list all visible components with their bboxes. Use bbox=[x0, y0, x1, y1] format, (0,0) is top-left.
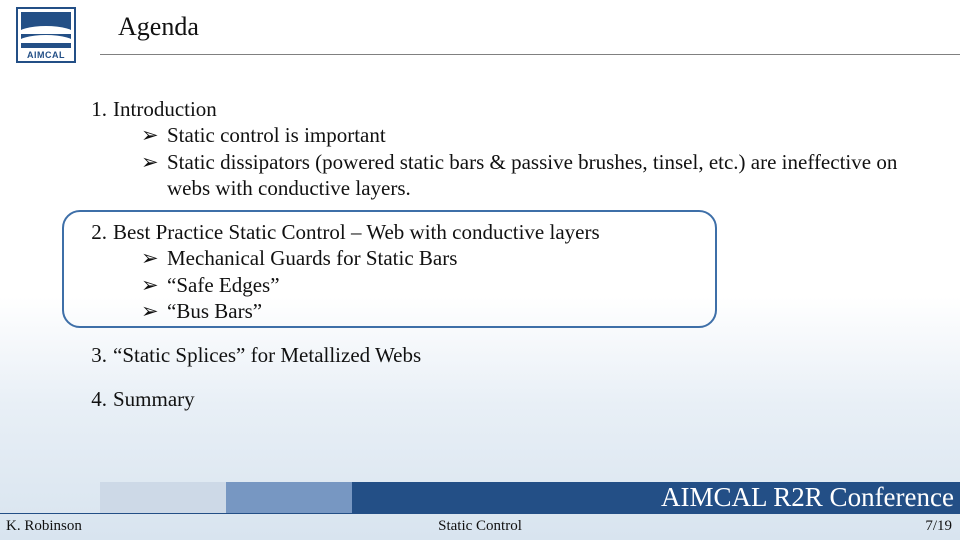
item-number: 4. bbox=[85, 386, 113, 412]
bar-segment-dark: AIMCAL R2R Conference bbox=[352, 482, 960, 513]
sub-bullet: ➢ “Safe Edges” bbox=[141, 272, 930, 298]
arrow-icon: ➢ bbox=[141, 149, 167, 202]
slide: AIMCAL Agenda 1. Introduction ➢ Static c… bbox=[0, 0, 960, 540]
item-number: 3. bbox=[85, 342, 113, 368]
sub-text: “Safe Edges” bbox=[167, 272, 930, 298]
agenda-item-3: 3. “Static Splices” for Metallized Webs bbox=[85, 342, 930, 368]
title-underline bbox=[100, 54, 960, 55]
arrow-icon: ➢ bbox=[141, 122, 167, 148]
logo-graphic bbox=[21, 12, 71, 48]
item-number: 1. bbox=[85, 96, 113, 122]
sub-bullet: ➢ Static dissipators (powered static bar… bbox=[141, 149, 930, 202]
footer-page: 7/19 bbox=[925, 518, 952, 535]
arrow-icon: ➢ bbox=[141, 298, 167, 324]
agenda-item-1: 1. Introduction ➢ Static control is impo… bbox=[85, 96, 930, 201]
sub-text: “Bus Bars” bbox=[167, 298, 930, 324]
aimcal-logo: AIMCAL bbox=[16, 7, 76, 63]
sub-text: Mechanical Guards for Static Bars bbox=[167, 245, 930, 271]
bar-segment-light bbox=[100, 482, 226, 513]
sub-text: Static control is important bbox=[167, 122, 930, 148]
item-head-text: Introduction bbox=[113, 96, 217, 122]
page-title: Agenda bbox=[118, 12, 199, 42]
sub-bullet: ➢ “Bus Bars” bbox=[141, 298, 930, 324]
logo-label: AIMCAL bbox=[18, 50, 74, 60]
agenda-item-4: 4. Summary bbox=[85, 386, 930, 412]
bar-segment-mid bbox=[226, 482, 352, 513]
agenda-item-2: 2. Best Practice Static Control – Web wi… bbox=[85, 219, 930, 324]
sub-bullet: ➢ Static control is important bbox=[141, 122, 930, 148]
item-head-text: “Static Splices” for Metallized Webs bbox=[113, 342, 421, 368]
item-head-text: Summary bbox=[113, 386, 195, 412]
footer: K. Robinson Static Control 7/19 bbox=[0, 513, 960, 540]
arrow-icon: ➢ bbox=[141, 272, 167, 298]
title-row: AIMCAL Agenda bbox=[0, 6, 960, 58]
arrow-icon: ➢ bbox=[141, 245, 167, 271]
item-head-text: Best Practice Static Control – Web with … bbox=[113, 219, 600, 245]
sub-bullet: ➢ Mechanical Guards for Static Bars bbox=[141, 245, 930, 271]
sub-text: Static dissipators (powered static bars … bbox=[167, 149, 930, 202]
conference-title: AIMCAL R2R Conference bbox=[661, 482, 954, 513]
bottom-bar: AIMCAL R2R Conference bbox=[0, 482, 960, 513]
item-number: 2. bbox=[85, 219, 113, 245]
content: 1. Introduction ➢ Static control is impo… bbox=[85, 96, 930, 431]
footer-topic: Static Control bbox=[0, 518, 960, 535]
